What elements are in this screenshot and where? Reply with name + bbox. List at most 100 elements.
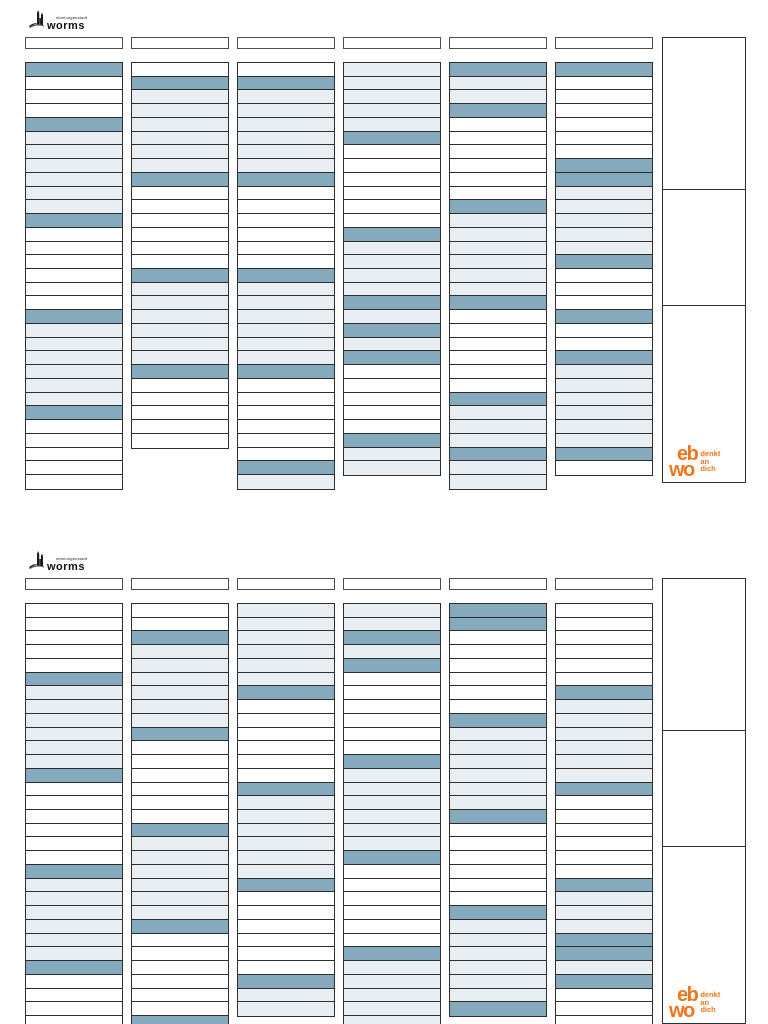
day-row [344, 282, 440, 297]
day-row [238, 406, 334, 421]
day-row [132, 159, 228, 173]
day-row [26, 604, 122, 618]
day-row [556, 988, 652, 1003]
day-row [344, 658, 440, 673]
day-row [344, 988, 440, 1003]
day-row [556, 864, 652, 879]
day-row [132, 392, 228, 407]
day-row [556, 617, 652, 632]
day-row [344, 433, 440, 448]
day-row [238, 672, 334, 687]
day-row [26, 337, 122, 352]
month-column [237, 37, 335, 490]
month-column [237, 578, 335, 1018]
day-row [238, 796, 334, 811]
month-column [449, 578, 547, 1018]
day-row [556, 919, 652, 934]
calendar-page-2: nibelungenstadt worms eb wo denkt an dic… [0, 541, 768, 1024]
day-row [450, 214, 546, 228]
day-row [132, 755, 228, 769]
day-row [132, 961, 228, 975]
day-row [344, 933, 440, 948]
ebwo-tagline-an: an [700, 997, 710, 1007]
day-row [450, 837, 546, 852]
month-table [237, 603, 335, 1018]
day-row [344, 782, 440, 797]
day-row [344, 186, 440, 201]
day-row [556, 461, 652, 476]
day-row [450, 768, 546, 783]
day-row [344, 1002, 440, 1017]
day-row [556, 658, 652, 673]
month-header-box [343, 578, 441, 590]
day-row [26, 892, 122, 907]
day-row [26, 131, 122, 146]
month-table [131, 603, 229, 1024]
worms-city-logo: nibelungenstadt worms [28, 8, 87, 32]
day-row [26, 323, 122, 338]
day-row [132, 851, 228, 865]
day-row [132, 878, 228, 893]
day-row [238, 351, 334, 366]
day-row [556, 810, 652, 824]
sidebar-section-top [663, 579, 745, 731]
day-row [450, 433, 546, 448]
day-row [132, 837, 228, 852]
day-row [450, 475, 546, 489]
day-row [344, 713, 440, 728]
day-row [26, 420, 122, 434]
day-row [450, 420, 546, 434]
day-row [556, 282, 652, 297]
day-row [26, 988, 122, 1003]
month-table [237, 62, 335, 490]
day-row [556, 713, 652, 728]
day-row [26, 864, 122, 879]
day-row [556, 90, 652, 105]
day-row [450, 658, 546, 673]
day-row [450, 447, 546, 462]
day-row [132, 631, 228, 646]
month-table [25, 603, 123, 1024]
month-header-box [25, 37, 123, 49]
day-row [238, 604, 334, 618]
day-row [556, 851, 652, 865]
day-row [344, 104, 440, 118]
day-row [132, 200, 228, 215]
day-row [132, 988, 228, 1003]
day-row [26, 672, 122, 687]
month-table [555, 62, 653, 477]
day-row [132, 892, 228, 907]
day-row [450, 241, 546, 256]
day-row [26, 919, 122, 934]
day-row [450, 406, 546, 421]
day-row [132, 617, 228, 632]
day-row [344, 310, 440, 324]
day-row [450, 864, 546, 879]
info-sidebar: eb wo denkt an dich [662, 37, 746, 483]
day-row [556, 906, 652, 920]
day-row [238, 392, 334, 407]
day-row [344, 172, 440, 187]
month-table [343, 603, 441, 1024]
day-row [132, 1016, 228, 1024]
day-row [238, 755, 334, 769]
day-row [132, 282, 228, 297]
day-row [26, 645, 122, 659]
day-row [26, 104, 122, 118]
month-column [555, 37, 653, 477]
ebwo-logo-word-wo: wo [669, 1000, 695, 1022]
day-row [26, 172, 122, 187]
day-row [450, 63, 546, 77]
day-row [132, 933, 228, 948]
month-header-box [131, 37, 229, 49]
day-row [344, 76, 440, 91]
day-row [344, 919, 440, 934]
month-table [343, 62, 441, 477]
day-row [238, 892, 334, 907]
worms-logo-cityname: worms [47, 561, 85, 573]
month-header-box [237, 578, 335, 590]
day-row [26, 961, 122, 975]
day-row [132, 433, 228, 448]
day-row [238, 159, 334, 173]
day-row [238, 172, 334, 187]
